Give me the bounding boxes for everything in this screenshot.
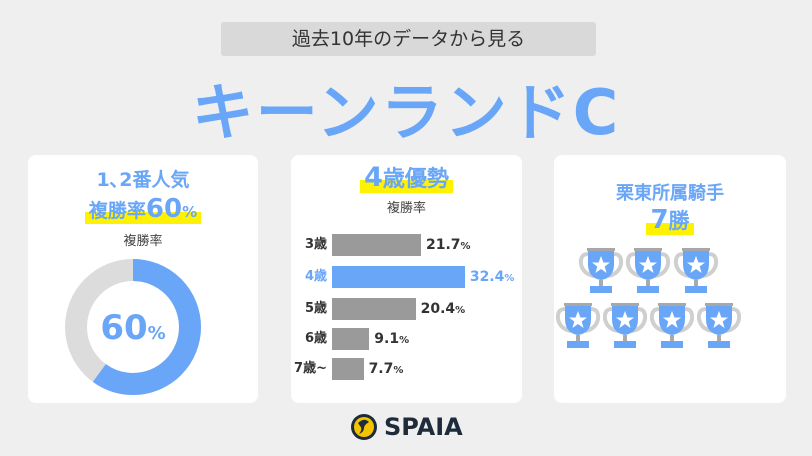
trophy-star-icon — [696, 303, 742, 348]
trophy-star-icon — [625, 248, 671, 293]
bar — [332, 234, 421, 256]
card3-highlight: 7勝 — [646, 205, 694, 235]
bar-row: 4歳 32.4% — [291, 266, 522, 288]
donut-arc — [65, 259, 201, 395]
card1-label: 複勝率 — [123, 234, 163, 249]
page-title: キーンランドC — [191, 76, 621, 149]
bar-value: 32.4% — [469, 269, 515, 285]
card3-line1: 栗東所属騎手 — [616, 183, 724, 204]
card-jockey: 栗東所属騎手 7勝 — [554, 155, 786, 403]
trophy-star-icon — [602, 303, 648, 348]
spaia-logo-icon — [351, 414, 377, 440]
bar — [332, 328, 370, 350]
bar-row: 7歳~ 7.7% — [291, 358, 522, 380]
bar-category: 4歳 — [304, 269, 327, 284]
card1-highlight: 複勝率60% — [84, 194, 202, 224]
bar — [332, 358, 364, 380]
donut-chart: 60% — [65, 259, 201, 395]
bar-category: 3歳 — [304, 237, 327, 252]
trophy-star-icon — [555, 303, 601, 348]
bar-row: 3歳 21.7% — [291, 234, 522, 256]
bar-row: 6歳 9.1% — [291, 328, 522, 350]
spaia-logo: SPAIA — [350, 413, 463, 441]
bar-value: 7.7% — [368, 361, 404, 377]
card1-line1: 1､2番人気 — [96, 169, 190, 191]
subtitle: 過去10年のデータから見る — [221, 22, 596, 56]
svg-text:60%: 60% — [100, 308, 165, 348]
bar-category: 6歳 — [304, 331, 327, 346]
bar — [332, 266, 465, 288]
bar-value: 20.4% — [420, 301, 466, 317]
bar-category: 5歳 — [304, 301, 327, 316]
card-popularity: 1､2番人気 複勝率60% 複勝率 60% — [28, 155, 258, 403]
card2-heading: 4歳優勢 — [360, 161, 453, 193]
bar-category: 7歳~ — [294, 361, 327, 376]
bar-row: 5歳 20.4% — [291, 298, 522, 320]
bar-value: 9.1% — [374, 331, 410, 347]
bar-value: 21.7% — [425, 237, 471, 253]
trophy-star-icon — [649, 303, 695, 348]
bar — [332, 298, 416, 320]
card2-label: 複勝率 — [386, 201, 426, 216]
donut-value: 60 — [100, 308, 147, 348]
trophy-star-icon — [673, 248, 719, 293]
card-age: 4歳優勢 複勝率 3歳 21.7% 4歳 32.4% 5歳 20.4% 6歳 9.1% 7歳~ 7… — [291, 155, 522, 403]
trophy-star-icon — [578, 248, 624, 293]
